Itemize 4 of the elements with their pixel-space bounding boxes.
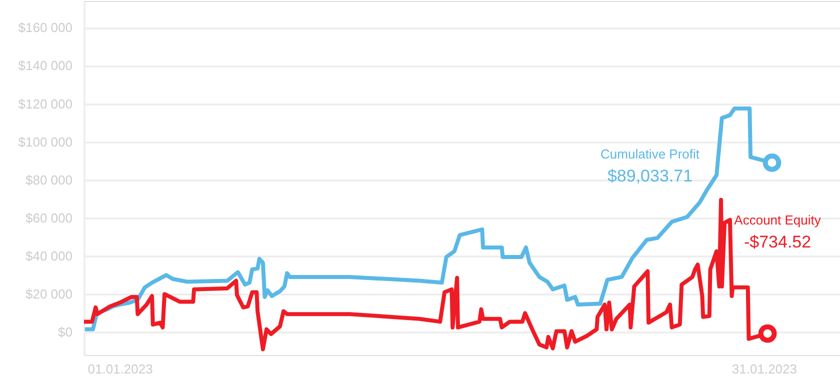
series-label: Cumulative Profit — [600, 146, 700, 162]
annotation: -$734.52 — [744, 232, 812, 252]
series-label: Account Equity — [734, 212, 822, 228]
annotation: $89,033.71 — [607, 166, 693, 186]
